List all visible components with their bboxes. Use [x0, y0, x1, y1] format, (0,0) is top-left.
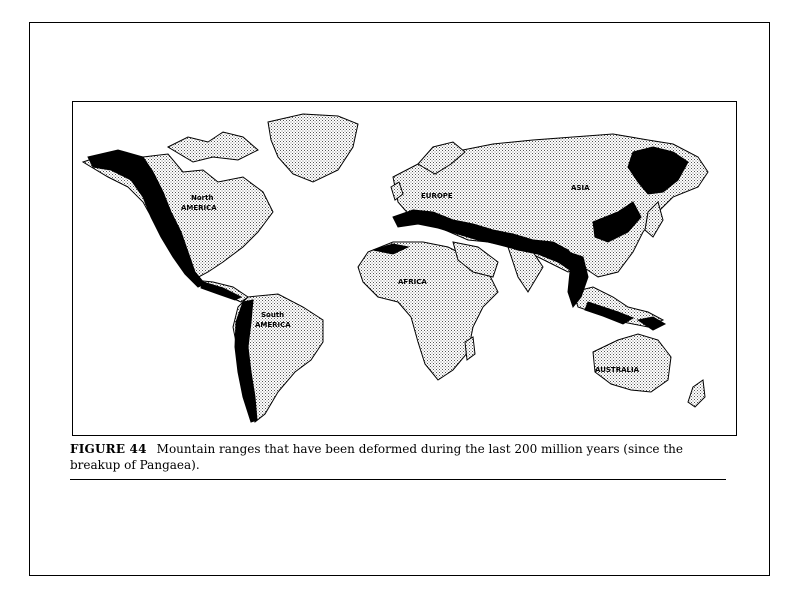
new-zealand-islands [687, 379, 706, 408]
east-asia-ranges [592, 201, 642, 243]
africa-landmass [357, 241, 499, 381]
label-north-america-line2: AMERICA [181, 204, 217, 212]
label-north-america-line1: North [191, 194, 213, 202]
australia-landmass [592, 333, 672, 393]
andes-mountains [234, 299, 258, 423]
caption-rule [70, 479, 726, 480]
atlas-mountains [372, 243, 410, 255]
arctic-islands [166, 131, 259, 163]
greenland-landmass [267, 113, 359, 183]
figure-label: FIGURE 44 [70, 442, 147, 456]
mountain-ranges [87, 146, 689, 423]
label-africa: AFRICA [398, 278, 427, 286]
indonesia-ranges [584, 301, 635, 325]
figure-caption-text: Mountain ranges that have been deformed … [70, 442, 683, 472]
figure-caption: FIGURE 44 Mountain ranges that have been … [70, 441, 730, 473]
british-isles [390, 181, 404, 201]
arabia-landmass [452, 241, 499, 278]
japan-islands [644, 201, 664, 238]
central-america-ranges [200, 281, 243, 301]
label-south-america-line2: AMERICA [255, 321, 291, 329]
label-south-america-line1: South [261, 311, 284, 319]
world-map: North AMERICA South AMERICA EUROPE ASIA … [72, 101, 737, 436]
land-masses [81, 113, 709, 423]
scandinavia-landmass [417, 141, 466, 175]
madagascar-landmass [464, 336, 476, 361]
label-australia: AUSTRALIA [595, 366, 640, 374]
new-guinea-ranges [636, 316, 667, 331]
label-europe: EUROPE [421, 192, 453, 200]
page-frame [29, 22, 770, 576]
kamchatka-ranges [627, 146, 689, 195]
label-asia: ASIA [571, 184, 590, 192]
southeast-asia-ranges [567, 251, 589, 309]
